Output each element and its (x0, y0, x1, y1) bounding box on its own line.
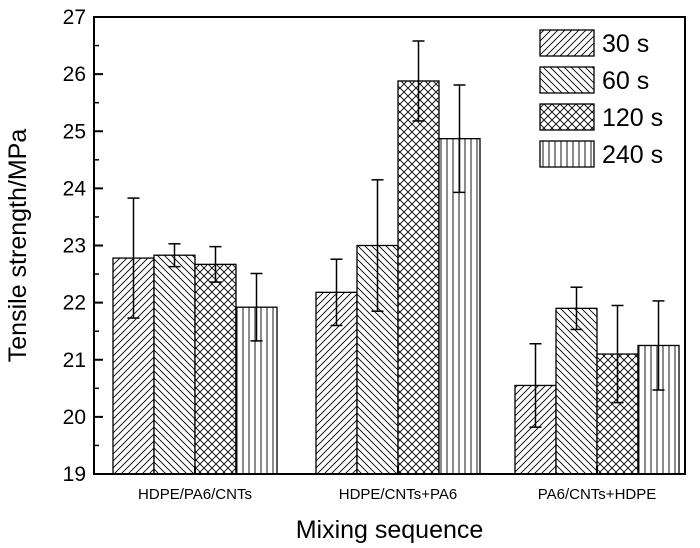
x-axis-title: Mixing sequence (296, 516, 484, 544)
legend-label: 120 s (602, 104, 663, 132)
y-tick-label: 20 (63, 406, 86, 429)
x-category-label: PA6/CNTs+HDPE (538, 486, 657, 503)
bar (397, 80, 440, 475)
y-tick-label: 27 (63, 6, 86, 29)
legend-swatch (539, 103, 595, 131)
bar (153, 254, 196, 475)
legend: 30 s 60 s 120 s 240 s (539, 29, 663, 169)
y-axis-title: Tensile strength/MPa (4, 129, 32, 363)
legend-label: 60 s (602, 67, 649, 95)
bar (555, 307, 598, 475)
plot-area (112, 40, 680, 475)
y-axis: 19 20 21 22 23 24 25 26 27 (63, 6, 103, 486)
y-tick-label: 21 (63, 349, 86, 372)
legend-swatch (539, 29, 595, 57)
bar (194, 263, 237, 475)
y-tick-label: 19 (63, 463, 86, 486)
y-tick-label: 23 (63, 235, 86, 258)
x-category-label: HDPE/CNTs+PA6 (339, 486, 458, 503)
y-tick-label: 22 (63, 292, 86, 315)
legend-swatch (539, 66, 595, 94)
x-axis: HDPE/PA6/CNTs HDPE/CNTs+PA6 PA6/CNTs+HDPE (138, 466, 656, 503)
legend-label: 30 s (602, 30, 649, 58)
legend-swatch (539, 140, 595, 168)
x-category-label: HDPE/PA6/CNTs (138, 486, 252, 503)
y-tick-label: 25 (63, 120, 86, 143)
y-tick-label: 26 (63, 63, 86, 86)
y-tick-label: 24 (63, 177, 87, 200)
legend-label: 240 s (602, 141, 663, 169)
bar (438, 138, 481, 475)
